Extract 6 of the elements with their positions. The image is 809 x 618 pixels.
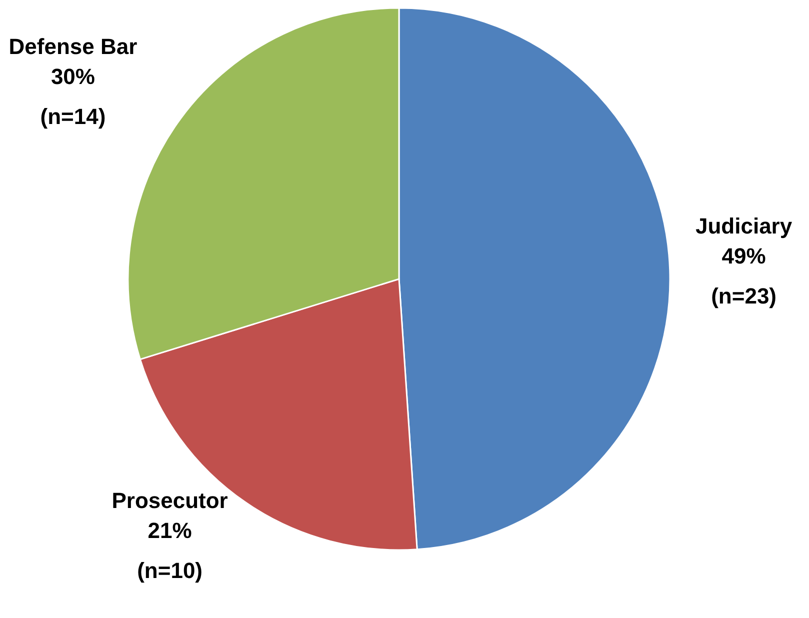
data-label: 49% (n=23) [711, 243, 777, 308]
data-label: 21% (n=10) [137, 518, 202, 583]
slice-label: Defense Bar [8, 34, 138, 60]
data-label: 30% (n=14) [40, 64, 106, 130]
slice-label: Judiciary [696, 213, 793, 238]
slice-label: Prosecutor [112, 488, 228, 513]
